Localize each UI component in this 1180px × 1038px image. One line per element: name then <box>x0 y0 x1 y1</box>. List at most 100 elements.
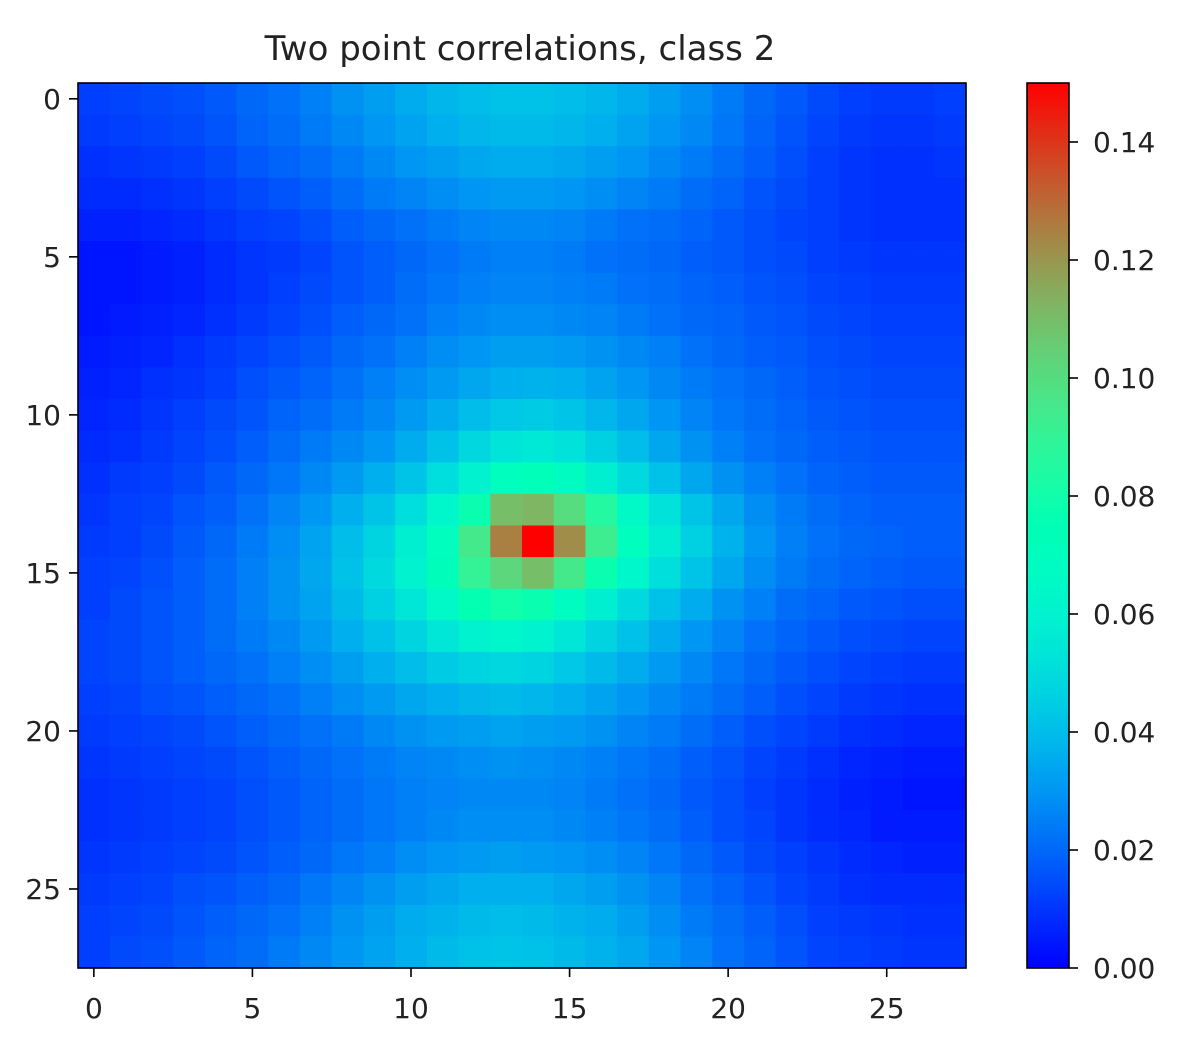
heatmap-cell <box>490 904 523 937</box>
heatmap-cell <box>331 620 365 653</box>
heatmap-cell <box>78 841 111 874</box>
heatmap-cell <box>363 841 396 874</box>
heatmap-cell <box>236 588 269 621</box>
heatmap-cell <box>268 936 301 969</box>
heatmap-cell <box>331 146 365 179</box>
heatmap-cell <box>173 683 206 716</box>
heatmap-cell <box>426 557 460 590</box>
heatmap-cell <box>458 430 491 463</box>
heatmap-cell <box>173 841 206 874</box>
heatmap-cell <box>173 588 206 621</box>
heatmap-cell <box>522 936 555 969</box>
heatmap-cell <box>648 146 682 179</box>
heatmap-cell <box>585 525 618 558</box>
heatmap-cell <box>458 399 491 432</box>
heatmap-cell <box>585 620 618 653</box>
heatmap-cell <box>744 778 777 811</box>
heatmap-cell <box>490 873 523 906</box>
heatmap-cell <box>617 936 650 969</box>
heatmap-cell <box>648 462 682 495</box>
heatmap-cell <box>236 841 269 874</box>
heatmap-cell <box>648 114 682 147</box>
heatmap-cell <box>78 146 111 179</box>
colorbar-tick-label: 0.04 <box>1093 716 1155 749</box>
heatmap-cell <box>109 399 143 432</box>
heatmap-cell <box>331 841 365 874</box>
heatmap-cell <box>775 620 809 653</box>
heatmap-cell <box>902 209 935 242</box>
heatmap-cell <box>680 146 713 179</box>
heatmap-cell <box>141 462 174 495</box>
heatmap-cell <box>236 146 269 179</box>
heatmap-cell <box>78 462 111 495</box>
heatmap-cell <box>141 525 174 558</box>
heatmap-cell <box>331 114 365 147</box>
heatmap-cell <box>775 778 809 811</box>
heatmap-cell <box>141 588 174 621</box>
heatmap-cell <box>744 83 777 116</box>
heatmap-cell <box>173 304 206 337</box>
heatmap-cell <box>807 841 840 874</box>
heatmap-cell <box>902 367 935 400</box>
heatmap-cell <box>490 493 523 527</box>
heatmap-cell <box>236 241 269 274</box>
heatmap-cell <box>744 904 777 937</box>
heatmap-cell <box>839 841 872 874</box>
heatmap-cell <box>522 841 555 874</box>
heatmap-cell <box>109 367 143 400</box>
heatmap-cell <box>807 746 840 779</box>
heatmap-cell <box>141 746 174 779</box>
heatmap-cell <box>141 493 174 527</box>
heatmap-cell <box>902 904 935 937</box>
heatmap-cell <box>744 272 777 305</box>
heatmap-cell <box>331 83 365 116</box>
heatmap-cell <box>712 809 745 843</box>
heatmap-cell <box>173 83 206 116</box>
heatmap-cell <box>617 841 650 874</box>
heatmap-cell <box>934 430 967 463</box>
heatmap-cell <box>141 241 174 274</box>
heatmap-cell <box>870 272 904 305</box>
heatmap-cell <box>934 462 967 495</box>
colorbar-tick-label: 0.02 <box>1093 834 1155 867</box>
heatmap-cell <box>775 209 809 242</box>
heatmap-cell <box>109 588 143 621</box>
heatmap-cell <box>839 272 872 305</box>
heatmap-cell <box>712 177 745 211</box>
heatmap-cell <box>458 272 491 305</box>
heatmap-cell <box>775 493 809 527</box>
heatmap-cell <box>109 272 143 305</box>
heatmap-cell <box>426 304 460 337</box>
heatmap-cell <box>807 651 840 685</box>
heatmap-cell <box>934 778 967 811</box>
heatmap-cell <box>617 114 650 147</box>
heatmap-cell <box>680 715 713 748</box>
heatmap-cell <box>870 778 904 811</box>
heatmap-cell <box>268 304 301 337</box>
heatmap-cell <box>680 904 713 937</box>
heatmap-cell <box>648 778 682 811</box>
heatmap-cell <box>78 936 111 969</box>
heatmap-cell <box>617 462 650 495</box>
heatmap-cell <box>712 873 745 906</box>
heatmap-cell <box>680 114 713 147</box>
heatmap-cell <box>300 746 333 779</box>
heatmap-cell <box>204 873 238 906</box>
heatmap-cell <box>648 304 682 337</box>
heatmap-cell <box>553 146 587 179</box>
heatmap-cell <box>522 335 555 369</box>
heatmap-cell <box>204 493 238 527</box>
heatmap-cell <box>712 83 745 116</box>
heatmap-cell <box>363 809 396 843</box>
heatmap-cell <box>78 430 111 463</box>
heatmap-cell <box>236 399 269 432</box>
heatmap-cell <box>617 873 650 906</box>
heatmap-cell <box>204 272 238 305</box>
heatmap-cell <box>331 936 365 969</box>
heatmap-cell <box>363 430 396 463</box>
heatmap-cell <box>173 620 206 653</box>
heatmap-cell <box>395 809 428 843</box>
heatmap-cell <box>553 904 587 937</box>
heatmap-cell <box>775 367 809 400</box>
colorbar-gradient <box>1027 83 1069 968</box>
